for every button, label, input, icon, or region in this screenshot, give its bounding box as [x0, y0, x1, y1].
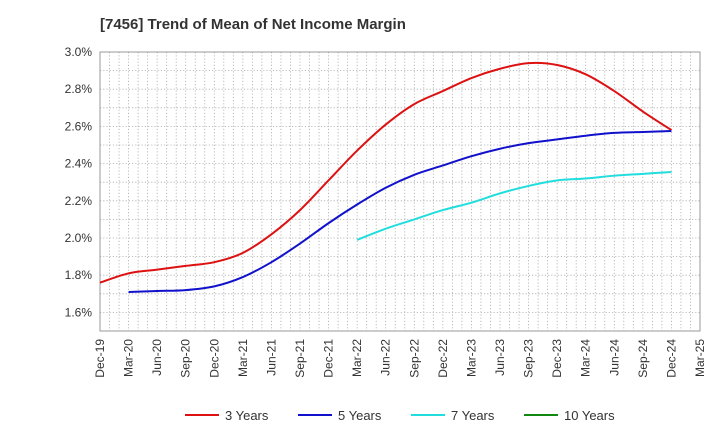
x-axis-tick-labels: Dec-19 Mar-20 Jun-20 Sep-20 Dec-20 Mar-21 Jun-… — [93, 339, 707, 378]
series-line-7-years — [356, 170, 672, 241]
x-tick-label: Dec-24 — [664, 339, 678, 378]
y-tick-label: 3.0% — [65, 45, 93, 59]
x-tick-label: Mar-22 — [350, 339, 364, 377]
x-tick-label: Mar-25 — [693, 339, 707, 377]
legend-label: 5 Years — [338, 408, 382, 423]
y-tick-label: 2.0% — [65, 231, 93, 245]
legend-label: 3 Years — [225, 408, 269, 423]
plot-area-frame — [99, 51, 701, 332]
legend: 3 Years 5 Years 7 Years 10 Years — [185, 408, 615, 423]
x-tick-label: Dec-22 — [436, 339, 450, 378]
y-tick-label: 1.8% — [65, 268, 93, 282]
x-tick-label: Mar-21 — [236, 339, 250, 377]
x-tick-label: Sep-20 — [179, 339, 193, 378]
x-tick-label: Dec-20 — [207, 339, 221, 378]
x-tick-label: Jun-21 — [264, 339, 278, 376]
y-tick-label: 2.4% — [65, 157, 93, 171]
series-lines — [99, 61, 672, 293]
y-axis-tick-labels: 3.0% 2.8% 2.6% 2.4% 2.2% 2.0% 1.8% 1.6% — [65, 45, 93, 319]
x-tick-label: Mar-23 — [464, 339, 478, 377]
y-tick-label: 2.2% — [65, 194, 93, 208]
x-tick-label: Mar-24 — [579, 339, 593, 377]
x-tick-label: Dec-23 — [550, 339, 564, 378]
x-tick-label: Jun-20 — [150, 339, 164, 376]
x-tick-label: Sep-24 — [636, 339, 650, 378]
x-tick-label: Dec-21 — [322, 339, 336, 378]
chart-title: [7456] Trend of Mean of Net Income Margi… — [100, 16, 406, 33]
series-line-5-years — [128, 130, 672, 293]
x-tick-label: Sep-23 — [522, 339, 536, 378]
x-tick-label: Jun-23 — [493, 339, 507, 376]
legend-label: 10 Years — [564, 408, 615, 423]
y-tick-label: 2.8% — [65, 82, 93, 96]
x-tick-label: Jun-22 — [379, 339, 393, 376]
x-tick-label: Mar-20 — [122, 339, 136, 377]
x-tick-label: Dec-19 — [93, 339, 107, 378]
y-tick-label: 1.6% — [65, 305, 93, 319]
legend-label: 7 Years — [451, 408, 495, 423]
x-tick-label: Sep-22 — [407, 339, 421, 378]
series-line-3-years — [99, 61, 672, 284]
y-tick-label: 2.6% — [65, 119, 93, 133]
x-tick-label: Sep-21 — [293, 339, 307, 378]
x-tick-label: Jun-24 — [607, 339, 621, 376]
